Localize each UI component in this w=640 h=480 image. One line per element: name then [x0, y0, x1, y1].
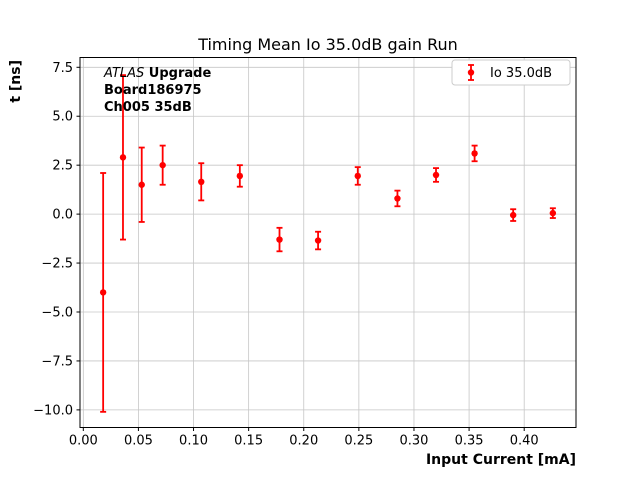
- data-point: [236, 172, 244, 180]
- y-tick-label: −7.5: [41, 354, 73, 369]
- data-point: [354, 172, 361, 180]
- x-tick-label: 0.10: [179, 434, 208, 449]
- x-tick-label: 0.15: [234, 434, 263, 449]
- annotation-line-1: ATLAS Upgrade: [103, 66, 211, 81]
- x-tick-label: 0.05: [124, 434, 153, 449]
- axis-ticks: 0.00 0.05 0.10 0.15 0.20 0.25 0.30 0.35 0.40 7.5 5…: [33, 61, 539, 449]
- y-tick-label: 2.5: [52, 159, 73, 174]
- annotation-line-3: Ch005 35dB: [104, 100, 192, 115]
- y-tick-label: −5.0: [41, 305, 73, 320]
- plot-frame: [79, 57, 577, 428]
- x-tick-label: 0.40: [510, 434, 539, 449]
- x-tick-label: 0.30: [399, 434, 428, 449]
- data-point: [198, 178, 205, 186]
- legend-box: [451, 59, 571, 86]
- x-tick-label: 0.20: [289, 434, 318, 449]
- x-tick-label: 0.35: [455, 434, 484, 449]
- data-point: [549, 209, 557, 217]
- errorbar-series: [99, 74, 557, 413]
- data-point: [394, 195, 401, 202]
- y-axis-label: t [ns]: [8, 60, 24, 103]
- data-point: [99, 289, 107, 296]
- data-point: [314, 237, 322, 244]
- data-point: [159, 161, 166, 169]
- y-tick-label: 5.0: [52, 110, 73, 125]
- y-tick-label: −2.5: [41, 257, 73, 272]
- data-point: [138, 181, 145, 188]
- annotation-experiment: ATLAS: [103, 66, 144, 81]
- data-point: [276, 236, 283, 243]
- chart-title: Timing Mean Io 35.0dB gain Run: [197, 35, 458, 54]
- x-tick-label: 0.00: [69, 434, 98, 449]
- y-tick-label: 7.5: [52, 61, 73, 76]
- data-point: [119, 154, 127, 161]
- legend-label: Io 35.0dB: [490, 66, 552, 81]
- data-point: [432, 171, 440, 179]
- annotation-line-2: Board186975: [104, 83, 202, 98]
- x-tick-label: 0.25: [344, 434, 373, 449]
- plot-annotation: ATLAS Upgrade Board186975 Ch005 35dB: [103, 66, 211, 115]
- y-tick-label: 0.0: [52, 208, 73, 223]
- legend-errorbar-marker-icon: [467, 64, 475, 81]
- data-point: [509, 211, 517, 219]
- legend: Io 35.0dB: [451, 59, 571, 86]
- annotation-upgrade: Upgrade: [144, 66, 211, 81]
- x-axis-label: Input Current [mA]: [426, 452, 576, 468]
- data-point: [471, 150, 478, 157]
- y-tick-label: −10.0: [33, 403, 73, 418]
